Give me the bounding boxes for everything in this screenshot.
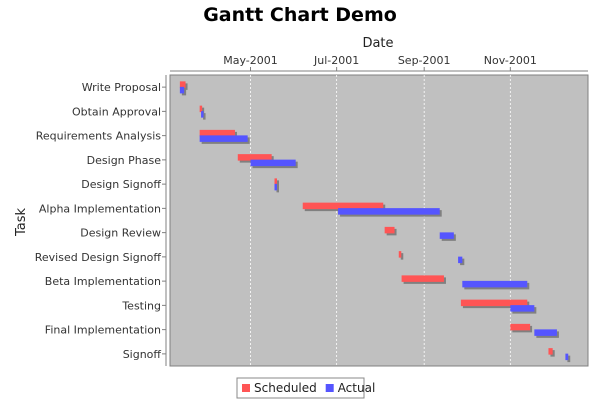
y-tick-label: Design Phase <box>87 154 162 167</box>
x-axis-label: Date <box>362 36 393 51</box>
chart-title: Gantt Chart Demo <box>203 4 397 26</box>
plot-area <box>169 74 589 367</box>
bar-scheduled <box>398 251 402 258</box>
y-tick-label: Beta Implementation <box>45 275 161 288</box>
bar-scheduled <box>179 81 186 88</box>
bar-actual <box>250 159 296 167</box>
x-tick-label: May-2001 <box>223 54 278 67</box>
bar-scheduled <box>199 105 203 113</box>
bar-shadow <box>276 180 279 187</box>
y-tick-label: Revised Design Signoff <box>35 251 162 264</box>
bar-scheduled <box>274 178 277 185</box>
bar-scheduled <box>548 348 553 355</box>
y-tick-label: Requirements Analysis <box>36 130 162 143</box>
bar-shadow <box>201 107 205 115</box>
y-tick-label: Obtain Approval <box>72 105 161 118</box>
legend-box <box>236 377 365 399</box>
y-tick-label: Alpha Implementation <box>39 202 161 215</box>
y-axis: Write Proposal Obtain Approval Requirement… <box>35 75 167 366</box>
bar-actual <box>565 353 569 361</box>
x-tick-label: Nov-2001 <box>484 54 537 67</box>
bar-shadow <box>567 355 571 363</box>
legend-label-actual: Actual <box>338 381 376 395</box>
legend: Scheduled Actual <box>236 377 376 399</box>
bar-scheduled <box>401 275 444 282</box>
bar-actual <box>199 135 248 142</box>
bar-scheduled <box>460 299 528 307</box>
y-tick-label: Testing <box>121 299 161 312</box>
bar-actual <box>462 280 528 288</box>
bar-actual <box>510 305 535 312</box>
x-tick-label: Jul-2001 <box>313 54 359 67</box>
bar-actual <box>201 111 204 118</box>
x-tick-label: Sep-2001 <box>398 54 451 67</box>
y-tick-label: Design Review <box>80 227 161 240</box>
bar-scheduled <box>510 323 531 331</box>
bar-actual <box>274 183 277 191</box>
y-tick-label: Write Proposal <box>82 81 161 94</box>
bar-actual <box>458 256 463 264</box>
bar-scheduled <box>302 202 384 210</box>
legend-swatch-actual <box>325 384 334 392</box>
legend-swatch-scheduled <box>242 384 250 392</box>
bar-shadow <box>276 185 279 193</box>
bar-scheduled <box>199 129 235 137</box>
y-tick-label: Signoff <box>123 348 162 361</box>
legend-label-scheduled: Scheduled <box>254 381 317 395</box>
bar-scheduled <box>237 154 272 161</box>
y-tick-label: Design Signoff <box>81 178 161 191</box>
plot-background <box>169 74 589 367</box>
bar-actual <box>439 232 454 239</box>
y-tick-label: Final Implementation <box>45 324 161 337</box>
bar-actual <box>179 86 185 94</box>
y-axis-label: Task <box>14 208 29 238</box>
bar-actual <box>338 208 440 215</box>
x-axis: May-2001 Jul-2001 Sep-2001 Nov-2001 <box>170 54 588 72</box>
bar-actual <box>534 329 557 336</box>
bar-shadow <box>203 113 206 120</box>
bar-shadow <box>400 253 404 260</box>
bar-scheduled <box>384 226 395 234</box>
